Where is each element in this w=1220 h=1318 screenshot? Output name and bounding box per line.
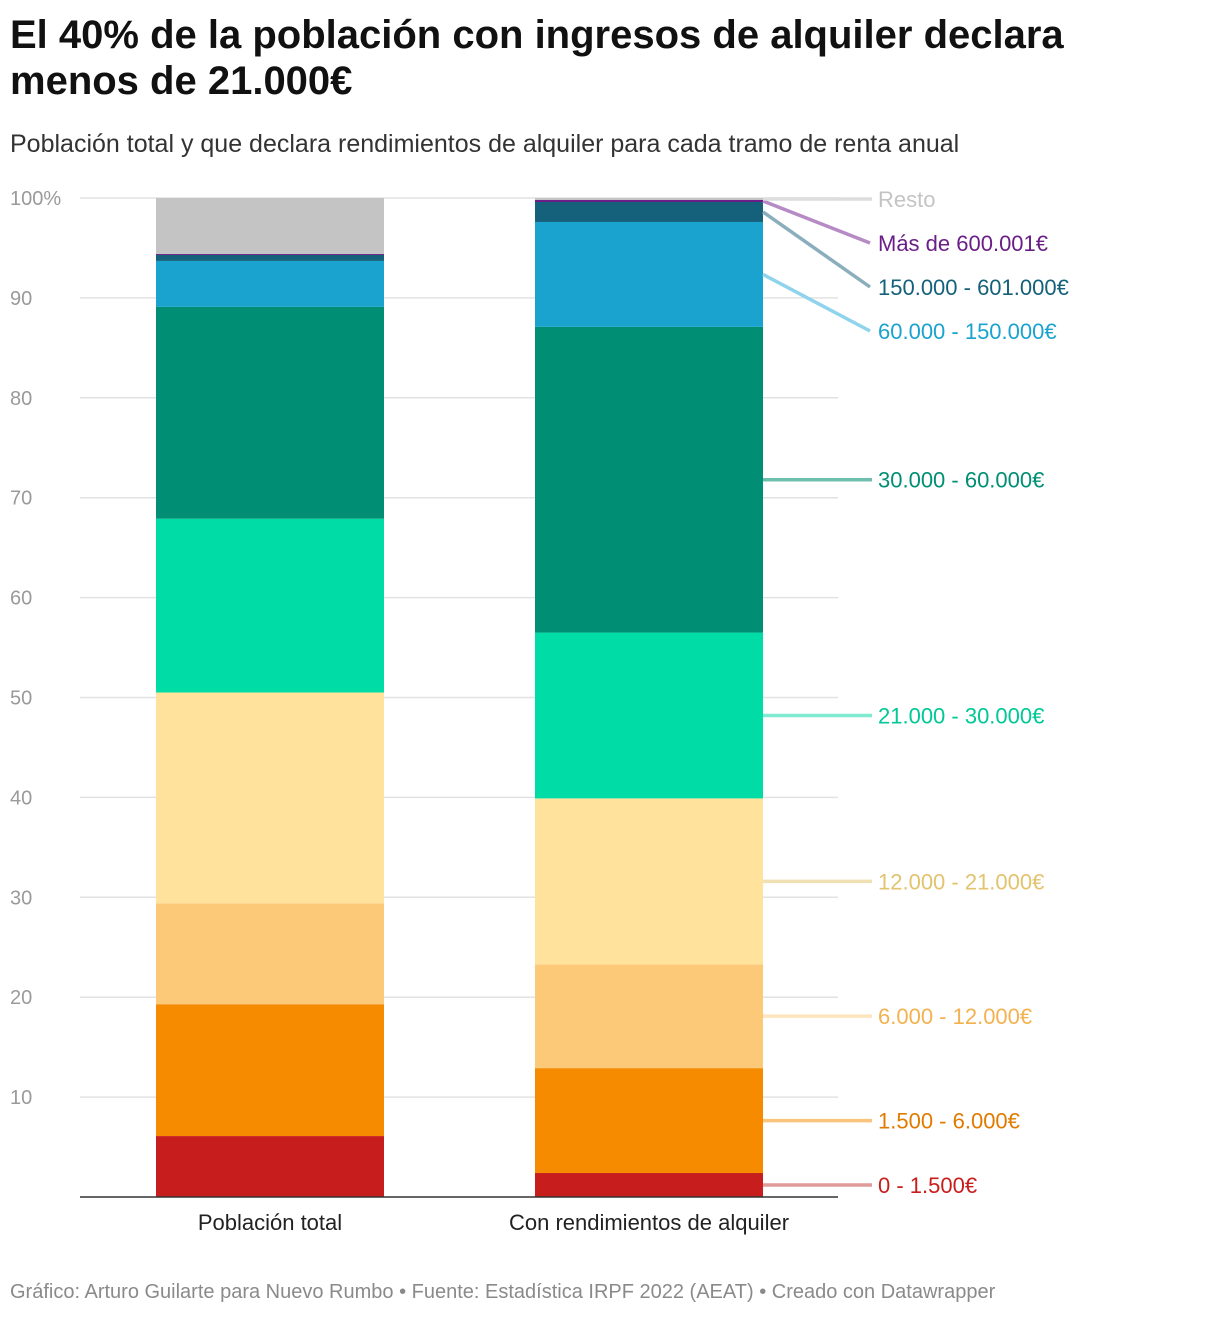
bar-segment [535,326,763,633]
y-axis-ticks: 10 20 30 40 50 60 70 80 90 100% [10,188,61,1109]
y-tick-label: 20 [10,987,32,1009]
y-tick-label: 80 [10,388,32,410]
footer-separator: • [393,1281,412,1303]
label-connector [761,210,872,289]
series-label: 1.500 - 6.000€ [878,1109,1020,1134]
bar-segment [156,518,384,693]
series-label: 60.000 - 150.000€ [878,319,1057,344]
y-tick-label: 50 [10,688,32,710]
y-tick-label: 100% [10,188,61,210]
label-connector [762,272,871,333]
footer-credit: Gráfico: Arturo Guilarte para Nuevo Rumb… [10,1281,394,1303]
bar-segment [156,260,384,307]
bar-segment [535,199,763,202]
x-category-label: Con rendimientos de alquiler [509,1210,789,1235]
bar-segment [156,903,384,1005]
series-label: 150.000 - 601.000€ [878,275,1069,300]
bar-segment [535,964,763,1069]
y-tick-label: 30 [10,887,32,909]
bar-segment [156,198,384,254]
footer-separator: • [753,1281,772,1303]
y-tick-label: 40 [10,787,32,809]
label-connector [762,199,871,245]
chart-footer: Gráfico: Arturo Guilarte para Nuevo Rumb… [10,1281,995,1304]
bar-segment [156,253,384,255]
bar-segment [535,201,763,222]
series-label: Resto [878,187,935,212]
series-label: 30.000 - 60.000€ [878,468,1044,493]
bar-segment [535,632,763,799]
bar-segment [156,254,384,261]
bar-segment [156,306,384,519]
footer-source: Fuente: Estadística IRPF 2022 (AEAT) [411,1281,754,1303]
series-label: 0 - 1.500€ [878,1173,977,1198]
bar-segment [535,1173,763,1197]
bar-segment [156,1136,384,1197]
y-tick-label: 90 [10,288,32,310]
y-tick-label: 70 [10,488,32,510]
bar-segment [535,221,763,327]
x-category-label: Población total [198,1210,342,1235]
series-label: 12.000 - 21.000€ [878,869,1044,894]
x-axis: Población total Con rendimientos de alqui… [80,1196,838,1235]
chart-title: El 40% de la población con ingresos de a… [10,13,1064,103]
series-label: 6.000 - 12.000€ [878,1004,1032,1029]
footer-tool: Creado con Datawrapper [771,1281,996,1303]
series-labels: 0 - 1.500€ 1.500 - 6.000€ 6.000 - 12.000€ 1… [761,187,1069,1198]
chart-subtitle: Población total y que declara rendimient… [10,130,960,158]
series-label: Más de 600.001€ [878,231,1048,256]
bar-segment [156,1004,384,1137]
bar-segment [535,198,763,200]
bar-segments [156,198,763,1197]
bar-segment [535,1068,763,1174]
y-tick-label: 10 [10,1087,32,1109]
bar-segment [535,798,763,965]
bar-segment [156,692,384,904]
series-label: 21.000 - 30.000€ [878,703,1044,728]
y-tick-label: 60 [10,588,32,610]
